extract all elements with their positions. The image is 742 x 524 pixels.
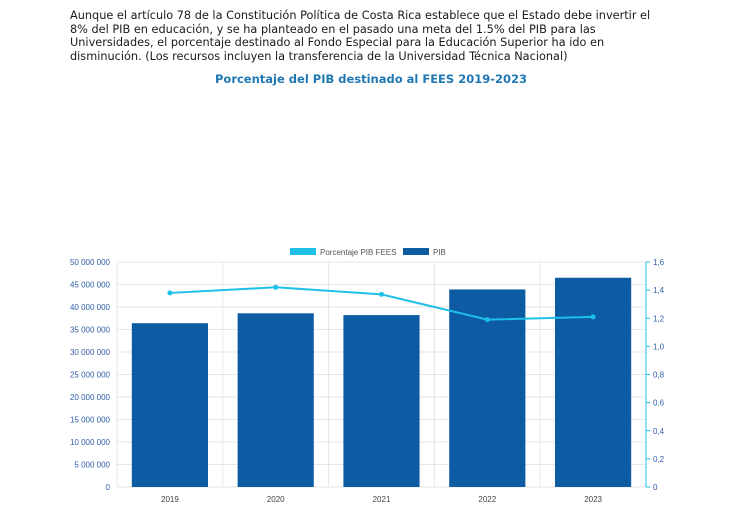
x-tick-label: 2019 xyxy=(161,495,179,504)
legend[interactable]: Porcentaje PIB FEES PIB xyxy=(290,248,446,257)
y-right-tick-label: 1,0 xyxy=(653,342,665,351)
legend-swatch-bar[interactable] xyxy=(403,248,429,255)
y-right-tick-label: 1,6 xyxy=(653,258,665,267)
y-left-tick-label: 0 xyxy=(106,483,111,492)
point-porcentaje-2022[interactable] xyxy=(484,317,490,323)
legend-label-line[interactable]: Porcentaje PIB FEES xyxy=(320,248,396,257)
y-left-tick-label: 15 000 000 xyxy=(70,416,111,425)
point-porcentaje-2023[interactable] xyxy=(590,314,596,320)
bar-layer xyxy=(131,277,632,487)
x-tick-label: 2023 xyxy=(584,495,602,504)
y-left-tick-label: 40 000 000 xyxy=(70,303,111,312)
x-tick-label: 2022 xyxy=(478,495,496,504)
y-left-tick-label: 20 000 000 xyxy=(70,393,111,402)
bar-pib-2020[interactable] xyxy=(237,313,314,487)
y-right-tick-label: 0 xyxy=(653,483,658,492)
y-right-tick-label: 1,4 xyxy=(653,286,665,295)
y-right-tick-label: 0,6 xyxy=(653,399,665,408)
x-tick-label: 2020 xyxy=(267,495,285,504)
legend-swatch-line[interactable] xyxy=(290,248,316,255)
bar-pib-2022[interactable] xyxy=(449,289,526,487)
y-right-tick-label: 0,2 xyxy=(653,455,665,464)
bar-pib-2021[interactable] xyxy=(343,315,420,487)
y-left-tick-label: 5 000 000 xyxy=(74,461,110,470)
y-left-tick-label: 10 000 000 xyxy=(70,438,111,447)
intro-paragraph: Aunque el artículo 78 de la Constitución… xyxy=(70,9,651,63)
point-porcentaje-2020[interactable] xyxy=(273,284,279,290)
axis-layer: 0 5 000 000 10 000 000 15 000 000 20 000 000… xyxy=(70,258,665,504)
bar-pib-2019[interactable] xyxy=(131,323,208,487)
y-left-tick-label: 45 000 000 xyxy=(70,281,111,290)
y-left-tick-label: 35 000 000 xyxy=(70,326,111,335)
legend-label-bar[interactable]: PIB xyxy=(433,248,446,257)
y-left-tick-label: 30 000 000 xyxy=(70,348,111,357)
line-layer xyxy=(167,284,596,323)
bar-pib-2023[interactable] xyxy=(555,277,632,487)
point-porcentaje-2019[interactable] xyxy=(167,290,173,296)
x-tick-label: 2021 xyxy=(373,495,391,504)
y-right-tick-label: 0,8 xyxy=(653,371,665,380)
y-left-tick-label: 50 000 000 xyxy=(70,258,111,267)
y-right-tick-label: 0,4 xyxy=(653,427,665,436)
point-porcentaje-2021[interactable] xyxy=(379,291,384,297)
chart-title: Porcentaje del PIB destinado al FEES 201… xyxy=(214,72,527,86)
y-left-tick-label: 25 000 000 xyxy=(70,371,111,380)
y-right-tick-label: 1,2 xyxy=(653,314,665,323)
